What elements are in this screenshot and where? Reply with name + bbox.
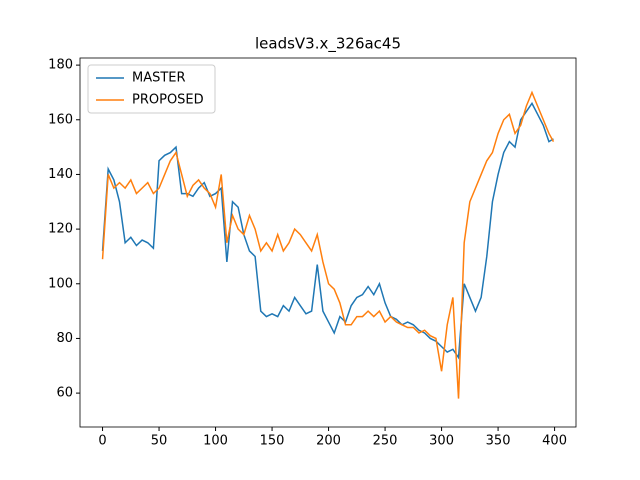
series-line (101, 90, 555, 399)
y-tick-label: 120 (48, 222, 73, 237)
x-tick-label: 300 (429, 434, 454, 449)
y-tick-label: 100 (48, 276, 73, 291)
x-tick-label: 150 (260, 434, 285, 449)
y-tick-label: 80 (56, 331, 73, 346)
y-tick-label: 140 (48, 167, 73, 182)
chart-title: leadsV3.x_326ac45 (255, 35, 401, 54)
y-tick-label: 60 (56, 386, 73, 401)
x-tick-label: 100 (203, 434, 228, 449)
legend-box (87, 64, 216, 114)
x-tick-label: 250 (373, 434, 398, 449)
y-tick-label: 160 (48, 112, 73, 127)
legend-label: MASTER (132, 71, 186, 86)
plot-frame (79, 57, 577, 428)
y-tick-label: 180 (48, 58, 73, 73)
x-tick-label: 200 (316, 434, 341, 449)
x-tick-label: 50 (151, 434, 168, 449)
x-tick-label: 400 (542, 434, 567, 449)
x-tick-label: 350 (486, 434, 511, 449)
legend-label: PROPOSED (132, 93, 204, 108)
x-tick-label: 0 (98, 434, 106, 449)
